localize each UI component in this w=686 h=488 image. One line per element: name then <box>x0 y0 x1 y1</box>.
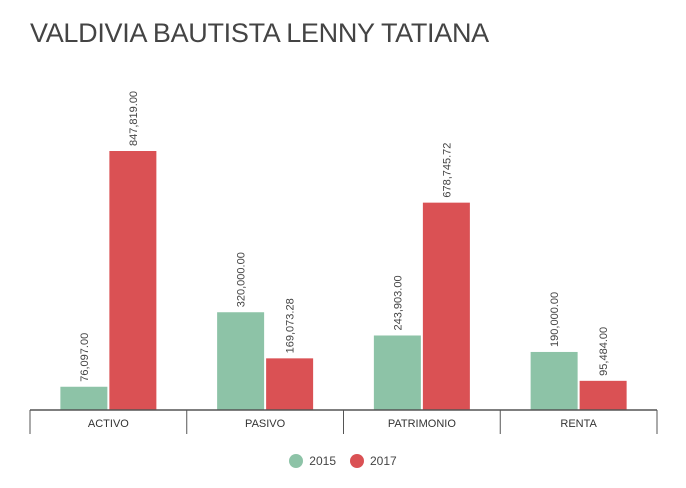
legend: 2015 2017 <box>0 454 686 468</box>
data-label-2015-pasivo: 320,000.00 <box>236 252 248 307</box>
bar-2015-pasivo <box>217 312 265 410</box>
legend-swatch-2017 <box>350 454 364 468</box>
legend-swatch-2015 <box>289 454 304 468</box>
bar-2015-activo <box>60 386 108 410</box>
bar-2015-patrimonio <box>373 335 421 410</box>
x-tick-label-activo: ACTIVO <box>88 418 129 430</box>
legend-label-2017: 2017 <box>370 454 397 468</box>
x-tick-label-renta: RENTA <box>560 418 597 430</box>
chart-title: VALDIVIA BAUTISTA LENNY TATIANA <box>30 18 489 48</box>
bar-2017-patrimonio <box>422 202 470 410</box>
data-label-2017-renta: 95,484.00 <box>598 327 610 376</box>
x-tick-label-pasivo: PASIVO <box>245 418 286 430</box>
legend-label-2015: 2015 <box>309 454 336 468</box>
data-label-2015-activo: 76,097.00 <box>79 333 91 382</box>
data-label-2017-activo: 847,819.00 <box>128 91 140 146</box>
data-label-2015-renta: 190,000.00 <box>549 292 561 347</box>
bar-2017-renta <box>579 380 627 410</box>
data-label-2017-pasivo: 169,073.28 <box>285 298 297 353</box>
bar-2017-activo <box>109 151 157 410</box>
x-tick-label-patrimonio: PATRIMONIO <box>388 418 456 430</box>
legend-item-2015[interactable]: 2015 <box>289 454 336 468</box>
legend-item-2017[interactable]: 2017 <box>350 454 397 468</box>
data-label-2015-patrimonio: 243,903.00 <box>392 275 404 330</box>
plot-area: 76,097.00 847,819.00 ACTIVO 320,000.00 169,0… <box>29 91 658 434</box>
data-label-2017-patrimonio: 678,745.72 <box>441 143 453 198</box>
bar-2015-renta <box>530 351 578 410</box>
bar-2017-pasivo <box>266 358 314 410</box>
